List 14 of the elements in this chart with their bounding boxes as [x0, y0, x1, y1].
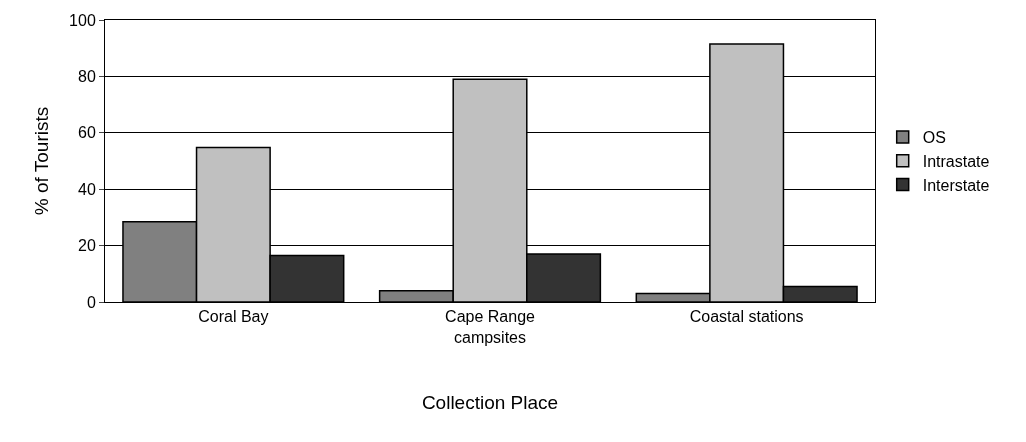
y-tick-label: 40 [78, 180, 96, 198]
y-tick-label: 20 [78, 237, 96, 255]
y-tick-label: 0 [86, 293, 96, 311]
y-tick-label: 80 [78, 68, 96, 85]
x-tick-label: Coral Bay [198, 308, 269, 326]
y-tick-label: 60 [78, 124, 96, 142]
legend-label: Interstate [922, 176, 990, 194]
y-tick-label: 100 [69, 11, 96, 29]
x-tick-label: Coastal stations [689, 308, 804, 326]
legend-label: Intrastate [922, 152, 990, 170]
x-axis-title: Collection Place [421, 391, 559, 413]
x-tick-label: Cape Range campsites [445, 308, 536, 346]
legend-label: OS [922, 129, 946, 147]
y-axis-title: % of Tourists [30, 106, 52, 216]
